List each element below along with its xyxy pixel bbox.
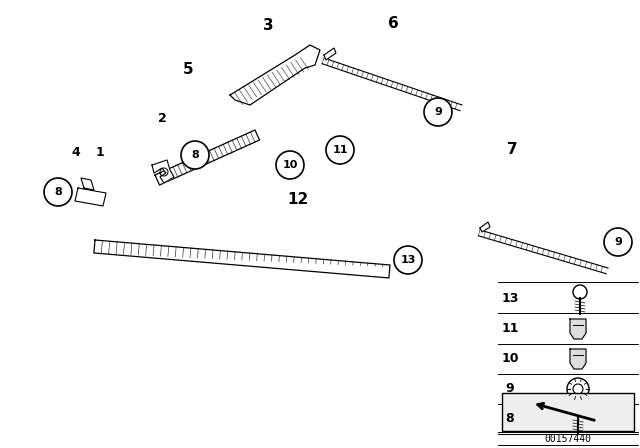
Circle shape bbox=[424, 98, 452, 126]
Text: 13: 13 bbox=[501, 292, 518, 305]
Text: 13: 13 bbox=[400, 255, 416, 265]
Text: 3: 3 bbox=[262, 17, 273, 33]
Text: 8: 8 bbox=[54, 187, 62, 197]
Polygon shape bbox=[570, 319, 586, 339]
Text: 10: 10 bbox=[501, 353, 519, 366]
Polygon shape bbox=[81, 178, 94, 190]
Text: 5: 5 bbox=[182, 63, 193, 78]
Text: 8: 8 bbox=[506, 413, 515, 426]
Text: 9: 9 bbox=[506, 383, 515, 396]
Circle shape bbox=[44, 178, 72, 206]
Circle shape bbox=[326, 136, 354, 164]
Circle shape bbox=[394, 246, 422, 274]
Polygon shape bbox=[230, 45, 320, 105]
Text: 6: 6 bbox=[388, 16, 398, 30]
Text: 7: 7 bbox=[507, 142, 517, 158]
Bar bbox=[502, 393, 634, 431]
Circle shape bbox=[181, 141, 209, 169]
Text: 00157440: 00157440 bbox=[545, 434, 591, 444]
Text: 9: 9 bbox=[614, 237, 622, 247]
Text: 12: 12 bbox=[287, 193, 308, 207]
Text: 9: 9 bbox=[434, 107, 442, 117]
Polygon shape bbox=[155, 130, 259, 185]
Text: 2: 2 bbox=[157, 112, 166, 125]
Polygon shape bbox=[324, 48, 336, 60]
Text: 11: 11 bbox=[501, 323, 519, 336]
Circle shape bbox=[604, 228, 632, 256]
Text: 11: 11 bbox=[332, 145, 348, 155]
Polygon shape bbox=[152, 160, 174, 183]
Circle shape bbox=[276, 151, 304, 179]
Text: 1: 1 bbox=[95, 146, 104, 159]
Polygon shape bbox=[75, 188, 106, 206]
Text: 10: 10 bbox=[282, 160, 298, 170]
Polygon shape bbox=[570, 349, 586, 369]
Text: 8: 8 bbox=[191, 150, 199, 160]
Text: 4: 4 bbox=[72, 146, 81, 159]
Polygon shape bbox=[94, 240, 390, 278]
Polygon shape bbox=[480, 222, 490, 232]
